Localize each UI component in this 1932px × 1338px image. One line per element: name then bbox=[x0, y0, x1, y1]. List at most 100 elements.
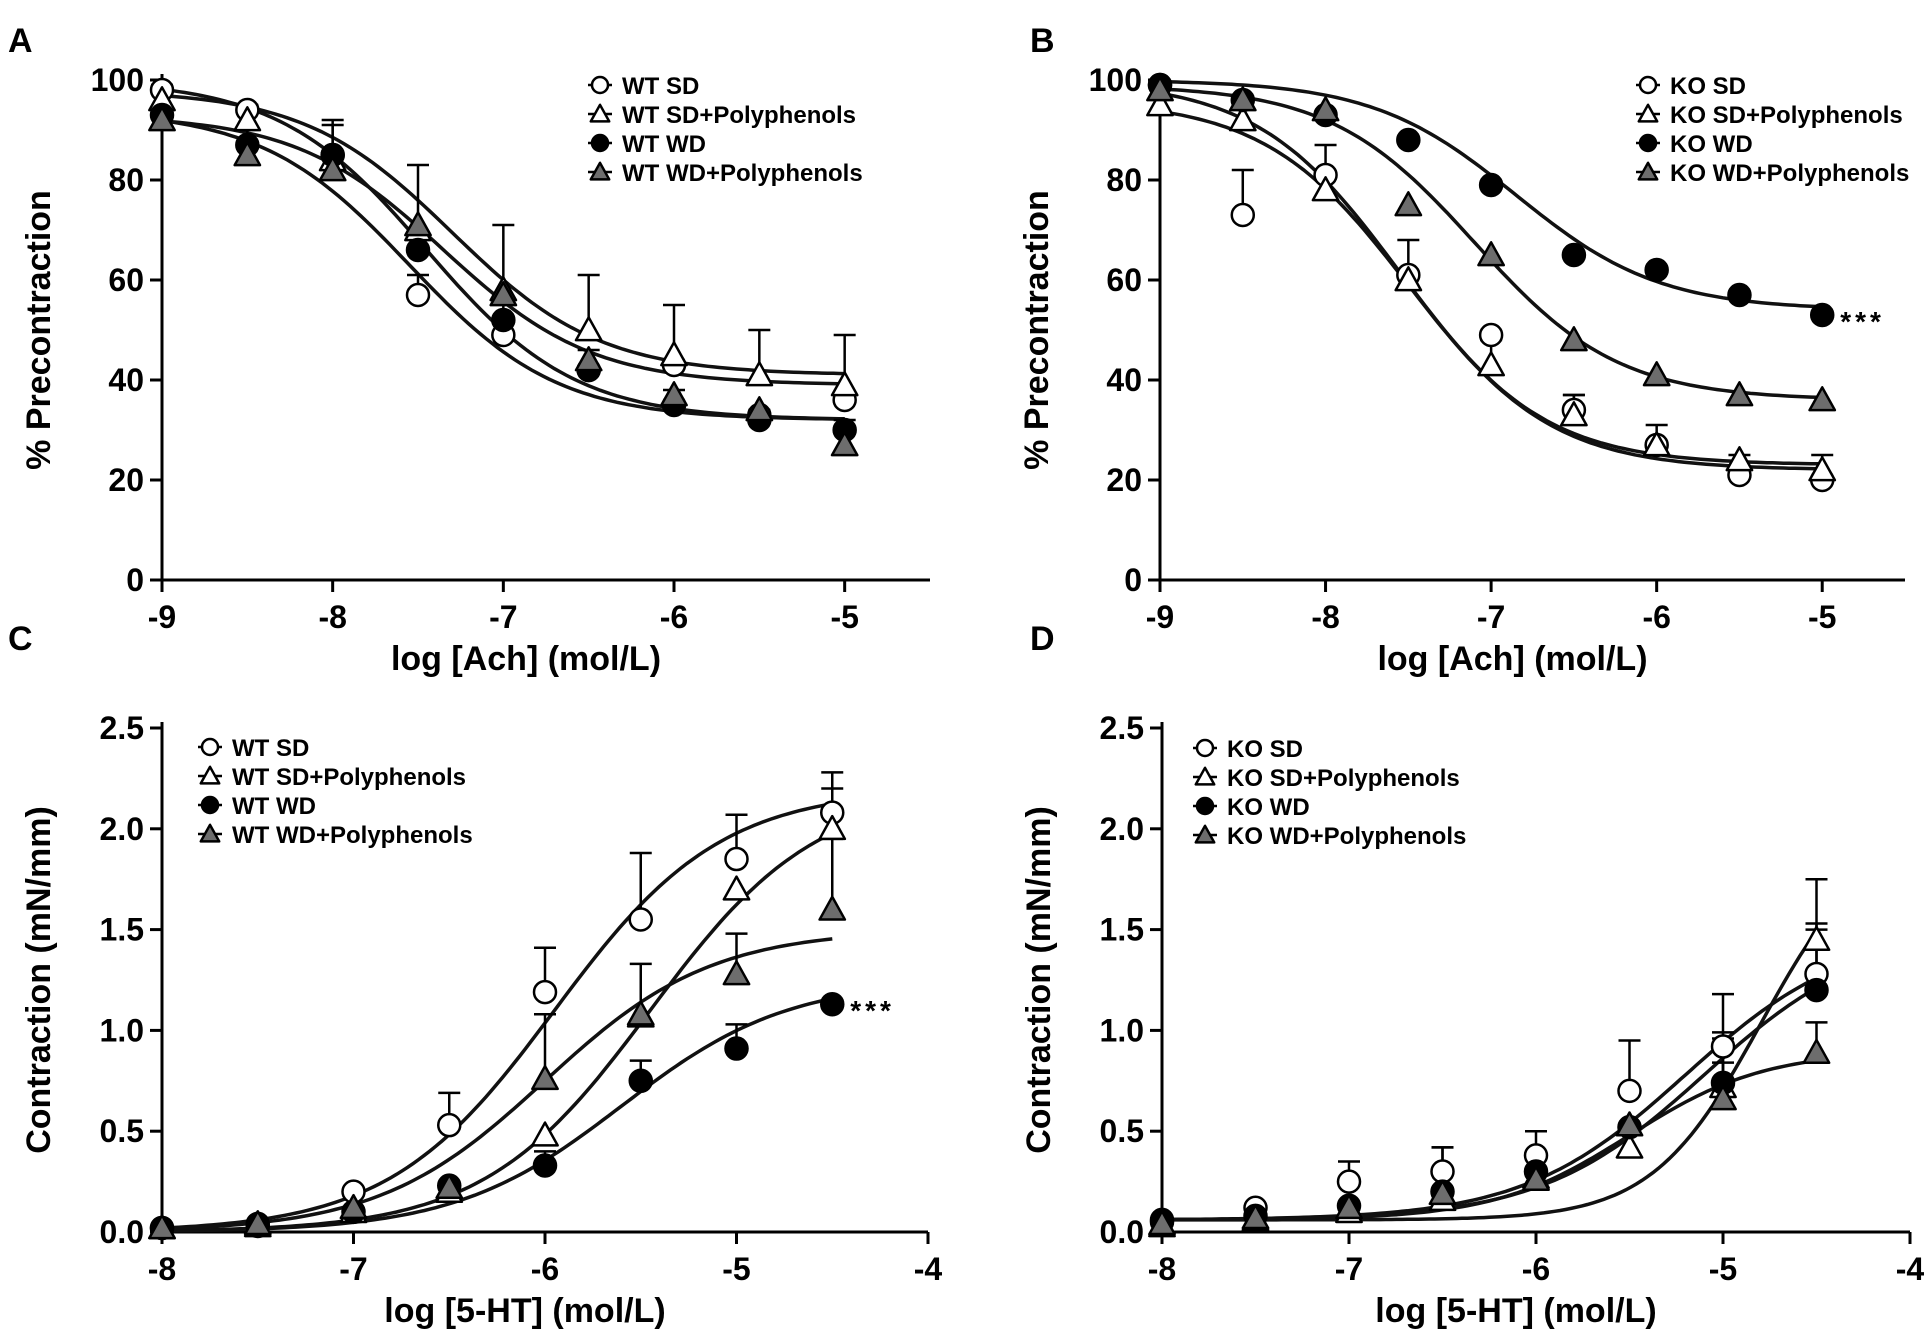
panel-a-data-point bbox=[404, 211, 432, 237]
panel-c-data-point bbox=[148, 1214, 176, 1240]
panel-b-data-point bbox=[1808, 456, 1837, 482]
panel-c-data-point bbox=[722, 960, 751, 986]
panel-a-label: A bbox=[8, 22, 33, 60]
panel-a-y-axis-title: % Precontraction bbox=[20, 190, 58, 470]
panel-d-data-point bbox=[1430, 1159, 1455, 1184]
panel-b-data-point bbox=[1478, 322, 1504, 348]
panel-a-x-tick-label: -6 bbox=[660, 599, 688, 635]
panel-c-y-tick-label: 2.5 bbox=[100, 710, 144, 746]
panel-d: D -8 -7 -6 -5 -4 0.0 0.5 1.0 1.5 2.0 2.5 log [5-HT] … bbox=[1020, 620, 1924, 1330]
panel-b-data-point bbox=[1311, 96, 1340, 122]
panel-a-data-point bbox=[405, 237, 431, 263]
panel-d-legend-marker bbox=[1194, 824, 1216, 844]
panel-d-data-point bbox=[1241, 1203, 1270, 1230]
panel-b-data-point bbox=[1808, 386, 1837, 412]
panel-b-x-tick-label: -5 bbox=[1808, 599, 1836, 635]
panel-a-legend-marker bbox=[589, 103, 611, 123]
panel-a-x-axis-title: log [Ach] (mol/L) bbox=[391, 640, 661, 678]
panel-a-legend-label: WT WD+Polyphenols bbox=[622, 160, 863, 187]
panel-d-legend-label: KO WD bbox=[1227, 794, 1310, 821]
panel-b-data-point bbox=[1228, 106, 1257, 132]
panel-c-legend-label: WT SD bbox=[232, 735, 309, 762]
panel-d-data-point bbox=[1336, 1169, 1362, 1194]
panel-c-x-tick-label: -6 bbox=[531, 1251, 559, 1287]
panel-c-data-point bbox=[818, 814, 847, 841]
panel-b-data-point bbox=[1725, 381, 1754, 407]
panel-b-y-tick-label: 20 bbox=[1106, 462, 1142, 498]
panel-d-data-point bbox=[1710, 1034, 1736, 1059]
panel-c-data-point bbox=[532, 1153, 558, 1178]
panel-d-y-tick-label: 0.5 bbox=[1100, 1113, 1144, 1149]
panel-a-x-tick-label: -8 bbox=[318, 599, 346, 635]
panel-a: A -9 -8 -7 -6 -5 0 20 40 60 80 100 log [Ach] (mol/L)… bbox=[8, 22, 930, 678]
panel-a-y-tick-label: 20 bbox=[108, 462, 144, 498]
panel-b: B -9 -8 -7 -6 -5 0 20 40 60 80 100 log [Ach] (mol/L)… bbox=[1018, 22, 1909, 678]
panel-c-data-point bbox=[339, 1193, 368, 1220]
panel-b-data-point bbox=[1559, 326, 1588, 352]
panel-a-data-point bbox=[148, 106, 176, 132]
panel-b-legend-label: KO SD bbox=[1670, 73, 1746, 100]
panel-c-data-point bbox=[818, 895, 847, 921]
panel-c-y-tick-label: 0.5 bbox=[100, 1113, 144, 1149]
panel-b-data-point bbox=[1644, 257, 1669, 283]
panel-a-data-point bbox=[233, 106, 262, 132]
panel-c-fit-curve bbox=[161, 937, 833, 1231]
panel-b-data-point bbox=[1146, 91, 1174, 117]
panel-a-x-tick-label: -7 bbox=[489, 599, 517, 635]
panel-a-legend-label: WT SD+Polyphenols bbox=[622, 102, 856, 129]
panel-d-legend-label: KO SD bbox=[1227, 736, 1303, 763]
panel-c-x-tick-label: -5 bbox=[722, 1251, 750, 1287]
panel-a-legend-marker bbox=[589, 161, 611, 181]
panel-c-y-tick-label: 0.0 bbox=[100, 1214, 144, 1250]
panel-b-legend-label: KO SD+Polyphenols bbox=[1670, 102, 1903, 129]
panel-b-data-point bbox=[1477, 351, 1506, 377]
panel-a-y-tick-label: 80 bbox=[108, 162, 144, 198]
panel-d-x-axis-title: log [5-HT] (mol/L) bbox=[1375, 1292, 1656, 1330]
panel-d-data-point bbox=[1804, 977, 1829, 1003]
panel-a-y-tick-label: 60 bbox=[108, 262, 144, 298]
panel-b-data-point bbox=[1477, 241, 1506, 267]
panel-b-data-point bbox=[1642, 431, 1671, 457]
panel-a-fit-curve bbox=[161, 118, 845, 421]
panel-c-legend-label: WT WD bbox=[232, 793, 316, 820]
panel-b-data-point bbox=[1725, 446, 1754, 472]
panel-c-data-point bbox=[820, 991, 845, 1017]
panel-b-data-point bbox=[1146, 76, 1174, 102]
panel-a-data-point bbox=[745, 361, 774, 387]
panel-d-data-point bbox=[1802, 1038, 1831, 1064]
panel-a-x-tick-label: -5 bbox=[830, 599, 858, 635]
panel-a-x-tick-label: -9 bbox=[148, 599, 176, 635]
panel-b-legend-marker bbox=[1638, 75, 1658, 95]
panel-a-y-tick-label: 100 bbox=[91, 62, 144, 98]
panel-c-data-point bbox=[628, 1068, 653, 1094]
panel-c-legend-label: WT SD+Polyphenols bbox=[232, 764, 466, 791]
panel-b-legend-marker bbox=[1637, 161, 1659, 181]
panel-d-data-point bbox=[1335, 1193, 1363, 1220]
panel-c-y-tick-label: 1.5 bbox=[100, 912, 144, 948]
panel-d-data-point bbox=[1615, 1111, 1644, 1137]
panel-a-data-point bbox=[830, 431, 859, 457]
panel-c-data-point bbox=[532, 979, 558, 1005]
panel-b-y-tick-label: 80 bbox=[1106, 162, 1142, 198]
panel-b-data-point bbox=[1642, 361, 1671, 387]
panel-c-legend-marker bbox=[200, 737, 220, 757]
panel-b-legend-label: KO WD bbox=[1670, 131, 1753, 158]
panel-b-fit-curve bbox=[1159, 109, 1823, 471]
panel-d-data-point bbox=[1802, 925, 1831, 952]
panel-a-data-point bbox=[574, 346, 603, 372]
panel-d-x-tick-label: -4 bbox=[1896, 1251, 1925, 1287]
panel-d-data-point bbox=[1709, 1085, 1737, 1111]
panel-b-data-point bbox=[1809, 302, 1835, 328]
panel-a-data-point bbox=[660, 381, 688, 407]
panel-d-data-point bbox=[1522, 1165, 1550, 1191]
panel-c-data-point bbox=[531, 1121, 559, 1147]
panel-b-data-point bbox=[1311, 176, 1340, 202]
panel-a-y-tick-label: 40 bbox=[108, 362, 144, 398]
panel-d-x-tick-label: -5 bbox=[1709, 1251, 1737, 1287]
panel-d-y-tick-label: 2.0 bbox=[1100, 811, 1144, 847]
panel-b-y-tick-label: 0 bbox=[1124, 562, 1142, 598]
panel-c-x-tick-label: -7 bbox=[339, 1251, 367, 1287]
